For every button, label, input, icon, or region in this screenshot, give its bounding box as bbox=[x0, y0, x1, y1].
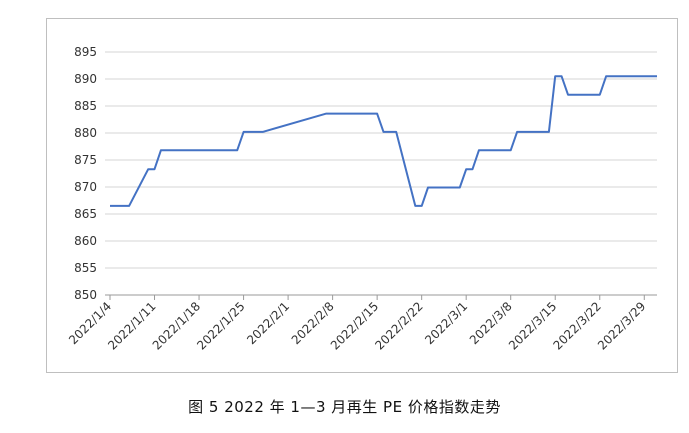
y-tick-label-865: 865 bbox=[74, 207, 97, 221]
y-tick-label-860: 860 bbox=[74, 234, 97, 248]
x-axis: 2022/1/42022/1/112022/1/182022/1/252022/… bbox=[66, 295, 648, 353]
x-tick-label-12: 2022/3/29 bbox=[595, 299, 648, 352]
gridlines bbox=[105, 51, 657, 296]
y-tick-label-895: 895 bbox=[74, 45, 97, 59]
y-tick-label-850: 850 bbox=[74, 288, 97, 302]
y-tick-label-885: 885 bbox=[74, 99, 97, 113]
y-tick-label-880: 880 bbox=[74, 126, 97, 140]
y-tick-label-870: 870 bbox=[74, 180, 97, 194]
y-axis: 850 855 860 865 870 875 880 885 890 895 bbox=[74, 45, 97, 302]
x-tick-label-4: 2022/2/1 bbox=[244, 299, 292, 347]
chart-frame bbox=[46, 18, 678, 373]
series-layer bbox=[110, 75, 657, 207]
series-line-0 bbox=[110, 75, 657, 207]
y-tick-label-855: 855 bbox=[74, 261, 97, 275]
x-tick-label-8: 2022/3/1 bbox=[422, 299, 470, 347]
figure-caption: 图 5 2022 年 1—3 月再生 PE 价格指数走势 bbox=[188, 398, 501, 416]
y-tick-label-890: 890 bbox=[74, 72, 97, 86]
x-tick-label-7: 2022/2/22 bbox=[372, 299, 425, 352]
y-tick-label-875: 875 bbox=[74, 153, 97, 167]
x-tick-label-3: 2022/1/25 bbox=[194, 299, 247, 352]
